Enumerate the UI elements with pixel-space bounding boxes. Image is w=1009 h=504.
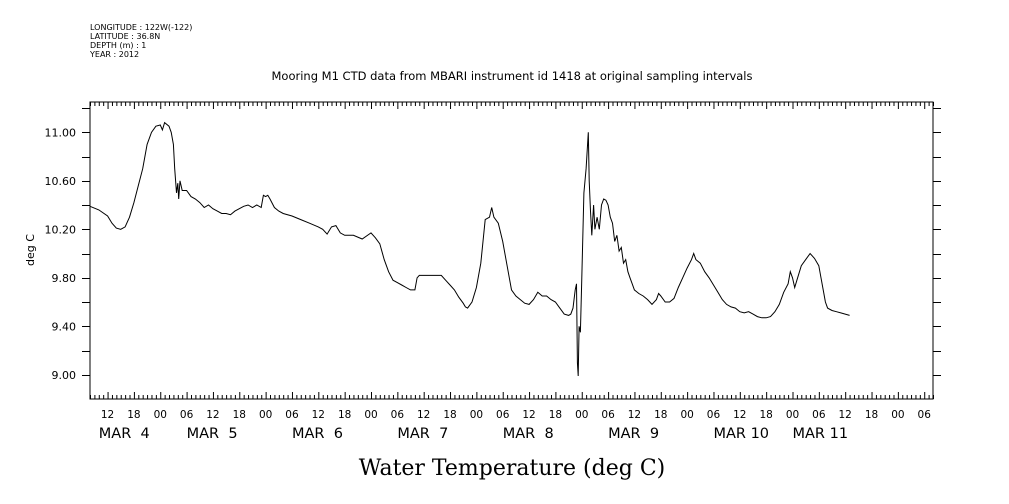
y-tick-label: 9.00 <box>52 369 77 382</box>
y-tick-label: 10.20 <box>45 223 77 236</box>
x-day-label: MAR 8 <box>503 426 554 442</box>
chart-title: Mooring M1 CTD data from MBARI instrumen… <box>272 69 753 83</box>
x-hour-label: 12 <box>417 409 430 421</box>
x-hour-label: 12 <box>312 409 325 421</box>
x-hour-label: 00 <box>470 409 483 421</box>
x-hour-label: 06 <box>285 409 299 421</box>
series-line-water-temperature <box>89 121 850 377</box>
x-day-label: MAR 4 <box>99 426 150 442</box>
x-hour-label: 00 <box>259 409 272 421</box>
x-hour-label: 06 <box>918 409 932 421</box>
x-hour-label: 12 <box>733 409 746 421</box>
x-hour-label: 12 <box>522 409 535 421</box>
axis-ticks <box>82 102 941 399</box>
x-day-label: MAR 6 <box>292 426 343 442</box>
x-hour-label: 18 <box>233 409 246 421</box>
x-hour-label: 12 <box>101 409 114 421</box>
y-tick-label: 11.00 <box>45 126 77 139</box>
y-tick-label: 9.40 <box>52 320 77 333</box>
plot-frame <box>89 101 934 400</box>
x-hour-label: 00 <box>364 409 377 421</box>
x-hour-label: 18 <box>759 409 772 421</box>
meta-depth: DEPTH (m) : 1 <box>90 41 146 50</box>
x-day-label: MAR 7 <box>397 426 448 442</box>
x-hour-label: 18 <box>654 409 667 421</box>
x-hour-label: 00 <box>680 409 693 421</box>
x-hour-label: 06 <box>601 409 615 421</box>
x-hour-label: 18 <box>338 409 351 421</box>
x-day-labels: MAR 4 MAR 5 MAR 6 MAR 7 MAR 8 MAR 9 MAR 10 MAR … <box>99 426 848 442</box>
x-hour-label: 18 <box>127 409 140 421</box>
y-tick-label: 9.80 <box>52 272 77 285</box>
meta-year: YEAR : 2012 <box>89 50 139 59</box>
x-hour-label: 00 <box>891 409 904 421</box>
x-hour-label: 12 <box>206 409 219 421</box>
x-axis-label: Water Temperature (deg C) <box>359 456 666 481</box>
x-hour-label: 06 <box>180 409 194 421</box>
x-hour-label: 18 <box>865 409 878 421</box>
x-day-label: MAR 9 <box>608 426 659 442</box>
x-hour-label: 06 <box>496 409 510 421</box>
y-axis-label: deg C <box>24 234 37 266</box>
x-day-label: MAR 11 <box>793 426 849 442</box>
x-hour-label: 00 <box>786 409 799 421</box>
x-hour-label: 06 <box>812 409 826 421</box>
x-hour-label: 00 <box>575 409 588 421</box>
meta-longitude: LONGITUDE : 122W(-122) <box>90 23 192 32</box>
x-hour-label: 06 <box>707 409 721 421</box>
x-day-label: MAR 10 <box>713 426 769 442</box>
x-hour-label: 00 <box>154 409 167 421</box>
y-tick-labels: 9.00 9.40 9.80 10.20 10.60 11.00 <box>45 126 77 381</box>
x-day-label: MAR 5 <box>187 426 238 442</box>
x-hour-label: 12 <box>839 409 852 421</box>
x-hour-label: 18 <box>549 409 562 421</box>
y-tick-label: 10.60 <box>45 175 77 188</box>
metadata-block: LONGITUDE : 122W(-122) LATITUDE : 36.8N … <box>89 23 192 59</box>
x-hour-label: 06 <box>391 409 405 421</box>
meta-latitude: LATITUDE : 36.8N <box>90 32 160 41</box>
x-hour-label: 12 <box>628 409 641 421</box>
x-hour-label: 18 <box>443 409 456 421</box>
x-hour-labels: 12 18 00 06 12 18 00 06 12 18 00 06 12 18 00 06 12 18 00 06… <box>101 409 931 421</box>
